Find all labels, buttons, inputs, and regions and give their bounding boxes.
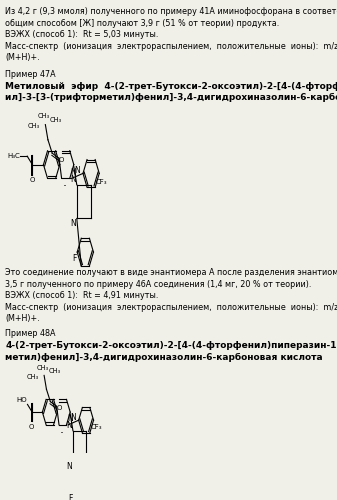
Text: Метиловый  эфир  4-(2-трет-Бутокси-2-оксоэтил)-2-[4-(4-фторфенил)пиперазин-1-
ил: Метиловый эфир 4-(2-трет-Бутокси-2-оксоэ… [5, 82, 337, 102]
Text: N: N [71, 413, 76, 422]
Text: Это соединение получают в виде энантиомера А после разделения энантиомеров из
3,: Это соединение получают в виде энантиоме… [5, 268, 337, 323]
Text: Из 4,2 г (9,3 ммоля) полученного по примеру 41А иминофосфорана в соответствии с
: Из 4,2 г (9,3 ммоля) полученного по прим… [5, 8, 337, 62]
Text: 4-(2-трет-Бутокси-2-оксоэтил)-2-[4-(4-фторфенил)пиперазин-1-ил]-3-[3-(трифтор-
м: 4-(2-трет-Бутокси-2-оксоэтил)-2-[4-(4-фт… [5, 341, 337, 361]
Text: CH₃: CH₃ [37, 364, 49, 370]
Text: O: O [29, 178, 35, 184]
Text: F: F [72, 254, 76, 263]
Text: CH₃: CH₃ [49, 368, 61, 374]
Text: HO: HO [16, 398, 27, 404]
Text: N: N [74, 166, 80, 174]
Text: F: F [68, 494, 72, 500]
Text: O: O [29, 424, 34, 430]
Text: N: N [70, 175, 76, 184]
Text: CF₃: CF₃ [96, 178, 108, 184]
Text: CH₃: CH₃ [50, 117, 62, 123]
Text: CH₃: CH₃ [38, 113, 50, 119]
Text: CH₃: CH₃ [28, 124, 40, 130]
Text: H₃C: H₃C [7, 153, 20, 159]
Text: N: N [70, 168, 76, 176]
Text: CF₃: CF₃ [91, 424, 102, 430]
Text: ·: · [60, 426, 64, 440]
Text: CH₃: CH₃ [27, 374, 39, 380]
Text: N: N [70, 220, 76, 228]
Text: Пример 47А: Пример 47А [5, 70, 56, 80]
Text: O: O [56, 405, 62, 411]
Text: N: N [67, 462, 72, 471]
Text: ·: · [63, 180, 66, 193]
Text: N: N [67, 414, 73, 423]
Text: N: N [67, 420, 72, 430]
Text: Пример 48А: Пример 48А [5, 330, 56, 338]
Text: O: O [59, 157, 64, 163]
